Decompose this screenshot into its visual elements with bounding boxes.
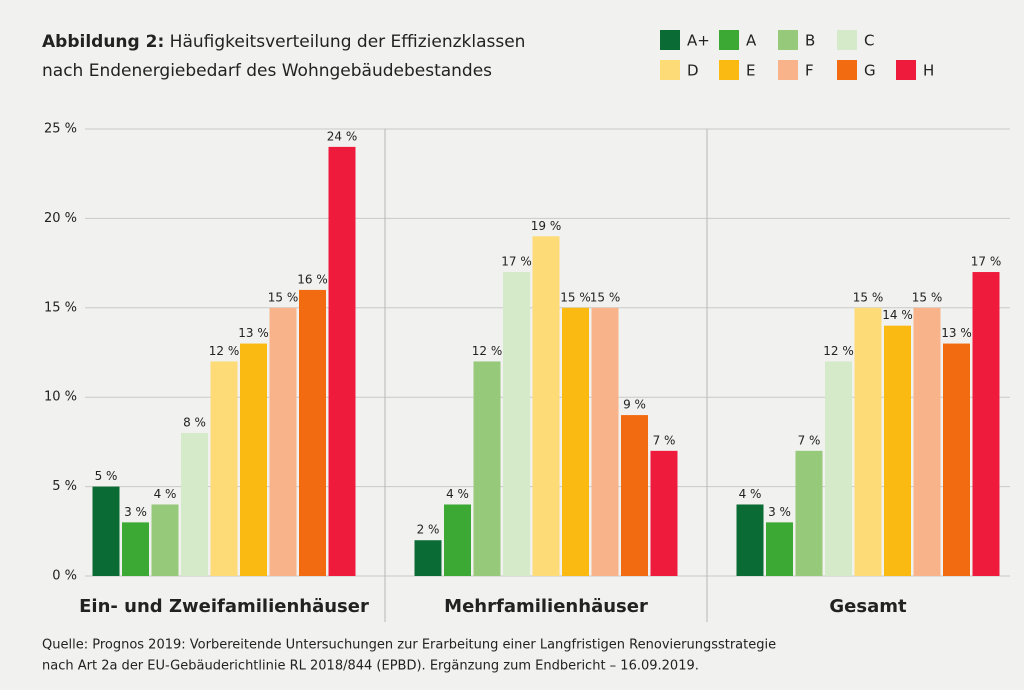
bar bbox=[210, 361, 238, 576]
value-label: 17 % bbox=[971, 255, 1002, 269]
bar bbox=[240, 343, 267, 576]
value-label: 15 % bbox=[590, 290, 621, 304]
legend-swatch bbox=[719, 60, 739, 80]
bar bbox=[269, 307, 297, 576]
legend-swatch bbox=[660, 60, 680, 80]
bar bbox=[92, 486, 120, 576]
y-tick-label: 25 % bbox=[44, 122, 77, 137]
legend-label: A bbox=[746, 32, 757, 50]
y-tick-label: 15 % bbox=[44, 300, 77, 315]
y-tick-label: 20 % bbox=[44, 211, 77, 226]
bar bbox=[181, 432, 208, 576]
legend-swatch bbox=[719, 30, 739, 50]
bar bbox=[913, 307, 941, 576]
bar bbox=[854, 307, 882, 576]
source-line: Quelle: Prognos 2019: Vorbereitende Unte… bbox=[42, 638, 776, 653]
x-tick-label: Ein- und Zweifamilienhäuser bbox=[79, 596, 369, 617]
value-label: 16 % bbox=[297, 272, 328, 286]
bar bbox=[650, 450, 678, 576]
title-line: nach Endenergiebedarf des Wohngebäudebes… bbox=[42, 61, 492, 81]
y-tick-label: 10 % bbox=[44, 390, 77, 405]
bar bbox=[299, 289, 326, 576]
value-label: 15 % bbox=[912, 290, 943, 304]
bar bbox=[972, 272, 1000, 576]
title-prefix: Abbildung 2: bbox=[42, 32, 164, 52]
value-label: 12 % bbox=[823, 344, 854, 358]
value-label: 3 % bbox=[124, 505, 147, 519]
legend-swatch bbox=[896, 60, 916, 80]
value-label: 13 % bbox=[238, 326, 269, 340]
bar bbox=[122, 522, 149, 576]
bar bbox=[532, 236, 560, 576]
value-label: 13 % bbox=[941, 326, 972, 340]
value-label: 3 % bbox=[768, 505, 791, 519]
title-line: Häufigkeitsverteilung der Effizienzklass… bbox=[170, 32, 526, 52]
legend-label: G bbox=[864, 62, 876, 80]
value-label: 17 % bbox=[501, 255, 532, 269]
x-tick-label: Mehrfamilienhäuser bbox=[444, 596, 648, 617]
bar bbox=[328, 146, 356, 576]
legend-label: A+ bbox=[687, 32, 710, 50]
value-label: 4 % bbox=[154, 487, 177, 501]
bar bbox=[414, 540, 442, 576]
value-label: 7 % bbox=[653, 433, 676, 447]
bar bbox=[766, 522, 793, 576]
value-label: 9 % bbox=[623, 398, 646, 412]
legend-swatch bbox=[837, 60, 857, 80]
value-label: 24 % bbox=[327, 129, 358, 143]
legend-label: B bbox=[805, 32, 815, 50]
legend-label: D bbox=[687, 62, 699, 80]
bar bbox=[795, 450, 823, 576]
value-label: 4 % bbox=[739, 487, 762, 501]
value-label: 5 % bbox=[95, 469, 118, 483]
value-label: 19 % bbox=[531, 219, 562, 233]
legend-swatch bbox=[837, 30, 857, 50]
value-label: 14 % bbox=[882, 308, 913, 322]
bar bbox=[736, 504, 764, 576]
value-label: 2 % bbox=[417, 523, 440, 537]
bar bbox=[943, 343, 970, 576]
chart-title: Abbildung 2: Häufigkeitsverteilung der E… bbox=[42, 32, 525, 52]
bar bbox=[444, 504, 471, 576]
value-label: 12 % bbox=[472, 344, 503, 358]
legend-label: E bbox=[746, 62, 755, 80]
value-label: 12 % bbox=[209, 344, 240, 358]
bar bbox=[621, 415, 648, 576]
legend-label: H bbox=[923, 62, 934, 80]
bar bbox=[473, 361, 501, 576]
bar bbox=[884, 325, 911, 576]
bar bbox=[591, 307, 619, 576]
value-label: 4 % bbox=[446, 487, 469, 501]
legend-swatch bbox=[660, 30, 680, 50]
source-line: nach Art 2a der EU-Gebäuderichtlinie RL … bbox=[42, 659, 699, 674]
legend-swatch bbox=[778, 60, 798, 80]
bar bbox=[151, 504, 179, 576]
legend-label: F bbox=[805, 62, 814, 80]
bar bbox=[562, 307, 589, 576]
legend-swatch bbox=[778, 30, 798, 50]
legend-label: C bbox=[864, 32, 874, 50]
y-tick-label: 5 % bbox=[52, 479, 77, 494]
value-label: 15 % bbox=[560, 290, 591, 304]
value-label: 15 % bbox=[853, 290, 884, 304]
value-label: 8 % bbox=[183, 415, 206, 429]
y-tick-label: 0 % bbox=[52, 569, 77, 584]
bar bbox=[825, 361, 852, 576]
bar bbox=[503, 272, 530, 576]
value-label: 7 % bbox=[798, 433, 821, 447]
value-label: 15 % bbox=[268, 290, 299, 304]
x-tick-label: Gesamt bbox=[829, 596, 907, 617]
